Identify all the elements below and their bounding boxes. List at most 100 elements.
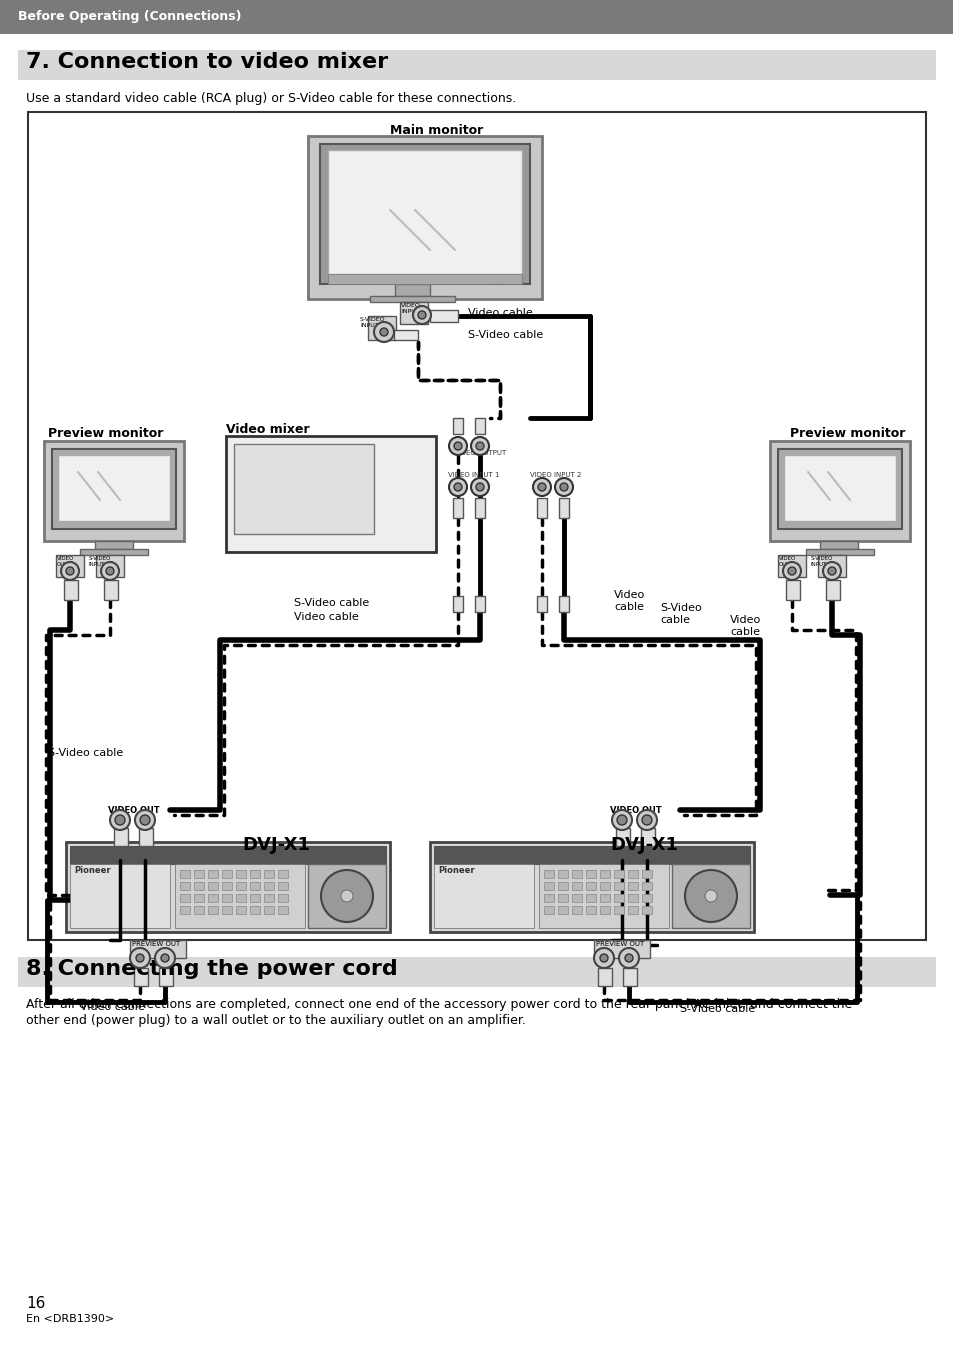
Bar	[113, 828, 128, 846]
Bar	[783, 455, 895, 521]
Text: S-Video cable: S-Video cable	[468, 330, 542, 340]
Text: DVJ-X1: DVJ-X1	[242, 836, 310, 854]
Bar	[599, 870, 609, 878]
Circle shape	[782, 562, 801, 580]
Bar	[222, 882, 232, 890]
Circle shape	[413, 305, 431, 324]
Bar	[208, 907, 218, 915]
Circle shape	[637, 811, 657, 830]
Bar	[208, 870, 218, 878]
Bar	[250, 882, 260, 890]
Bar	[277, 882, 288, 890]
Bar	[614, 894, 623, 902]
Bar	[805, 549, 873, 555]
Circle shape	[537, 484, 545, 490]
Text: S-Video cable: S-Video cable	[48, 748, 123, 758]
Bar	[308, 865, 386, 928]
Bar	[277, 907, 288, 915]
Text: En <DRB1390>: En <DRB1390>	[26, 1315, 114, 1324]
Bar	[18, 50, 935, 80]
Bar	[614, 870, 623, 878]
Bar	[394, 330, 417, 340]
Bar	[180, 894, 190, 902]
Text: S: S	[450, 480, 455, 489]
Bar	[222, 870, 232, 878]
Bar	[627, 870, 638, 878]
Text: VIDEO OUT: VIDEO OUT	[609, 807, 661, 815]
Bar	[585, 907, 596, 915]
Bar	[52, 449, 175, 530]
Bar	[66, 842, 390, 932]
Circle shape	[594, 948, 614, 969]
Text: VIDEO OUT: VIDEO OUT	[108, 807, 159, 815]
Bar	[180, 870, 190, 878]
Bar	[475, 499, 484, 517]
Bar	[235, 894, 246, 902]
Bar	[671, 865, 749, 928]
Text: S-VIDEO
INPUT: S-VIDEO INPUT	[89, 557, 112, 567]
Bar	[614, 907, 623, 915]
Bar	[28, 112, 925, 940]
Bar	[70, 865, 170, 928]
Text: Use a standard video cable (RCA plug) or S-Video cable for these connections.: Use a standard video cable (RCA plug) or…	[26, 92, 516, 105]
Bar	[328, 150, 521, 274]
Bar	[641, 870, 651, 878]
Bar	[769, 440, 909, 540]
Circle shape	[154, 948, 174, 969]
Bar	[616, 828, 629, 846]
Circle shape	[110, 811, 130, 830]
Text: DVJ-X1: DVJ-X1	[609, 836, 678, 854]
Bar	[778, 555, 805, 577]
Bar	[537, 499, 546, 517]
Circle shape	[641, 815, 651, 825]
Text: S-Video cable: S-Video cable	[679, 1004, 755, 1015]
Bar	[328, 274, 521, 284]
Text: Video
cable: Video cable	[729, 615, 760, 636]
Bar	[95, 540, 132, 549]
Bar	[543, 882, 554, 890]
Bar	[627, 894, 638, 902]
Circle shape	[379, 328, 388, 336]
Bar	[453, 417, 462, 434]
Text: S-Video
cable: S-Video cable	[659, 603, 701, 624]
Circle shape	[822, 562, 841, 580]
Bar	[264, 907, 274, 915]
Circle shape	[617, 815, 626, 825]
Bar	[558, 596, 568, 612]
Text: PREVIEW OUT: PREVIEW OUT	[596, 942, 643, 947]
Bar	[264, 882, 274, 890]
Text: VIDEO
OUT: VIDEO OUT	[57, 557, 74, 567]
Circle shape	[555, 478, 573, 496]
Text: Video mixer: Video mixer	[226, 423, 310, 436]
Circle shape	[599, 954, 607, 962]
Bar	[56, 555, 84, 577]
Circle shape	[101, 562, 119, 580]
Bar	[627, 882, 638, 890]
Bar	[193, 894, 204, 902]
Bar	[235, 870, 246, 878]
Bar	[778, 449, 901, 530]
Text: other end (power plug) to a wall outlet or to the auxiliary outlet on an amplifi: other end (power plug) to a wall outlet …	[26, 1015, 525, 1027]
Text: Preview monitor: Preview monitor	[48, 427, 163, 440]
Circle shape	[704, 890, 717, 902]
Circle shape	[454, 442, 461, 450]
Bar	[558, 907, 567, 915]
Bar	[399, 303, 428, 324]
Bar	[538, 865, 668, 928]
Circle shape	[130, 948, 150, 969]
Bar	[572, 907, 581, 915]
Circle shape	[559, 484, 567, 490]
Text: PREVIEW OUT: PREVIEW OUT	[132, 942, 180, 947]
Bar	[641, 907, 651, 915]
Bar	[558, 870, 567, 878]
Bar	[180, 907, 190, 915]
Circle shape	[624, 954, 633, 962]
Bar	[594, 940, 649, 958]
Bar	[537, 596, 546, 612]
Bar	[233, 444, 374, 534]
Circle shape	[136, 954, 144, 962]
Circle shape	[106, 567, 113, 576]
Circle shape	[612, 811, 631, 830]
Bar	[599, 882, 609, 890]
Bar	[599, 894, 609, 902]
